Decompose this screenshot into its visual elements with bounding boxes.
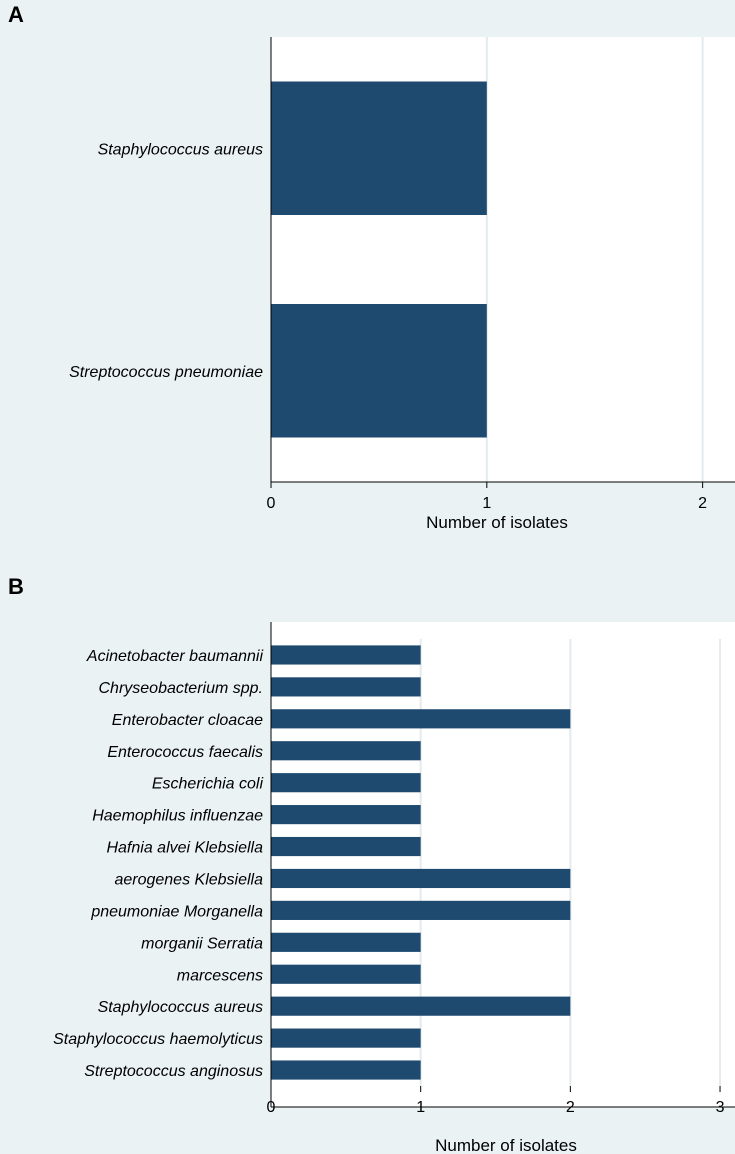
x-tick-label: 2 [698, 495, 707, 512]
bar [271, 304, 487, 438]
panel-a-bars [271, 81, 487, 438]
category-label: Haemophilus influenzae [92, 808, 263, 825]
bar [271, 932, 421, 952]
bar [271, 1028, 421, 1048]
panel-b-bars [271, 645, 571, 1080]
category-label: Streptococcus pneumoniae [69, 364, 263, 381]
panel-b-x-label: Number of isolates [435, 1136, 577, 1154]
bar [271, 709, 571, 729]
category-label: Chryseobacterium spp. [98, 680, 263, 697]
x-tick-label: 3 [716, 1099, 725, 1116]
category-label: aerogenes Klebsiella [114, 871, 263, 888]
category-label: morganii Serratia [141, 935, 263, 952]
panel-a-x-ticks: 0 1 2 [267, 482, 707, 512]
x-tick-label: 2 [566, 1099, 575, 1116]
panel-b-category-labels: Acinetobacter baumannii Chryseobacterium … [53, 648, 263, 1080]
x-tick-label: 0 [267, 1099, 276, 1116]
category-label: Hafnia alvei Klebsiella [106, 840, 263, 857]
bar [271, 964, 421, 984]
panel-a-category-labels: Staphylococcus aureus Streptococcus pneum… [69, 141, 263, 381]
bar [271, 741, 421, 761]
bar [271, 773, 421, 793]
bar [271, 996, 571, 1016]
bar [271, 81, 487, 215]
panel-a-letter: A [8, 2, 24, 27]
bar [271, 836, 421, 857]
panel-b-x-ticks: 0 1 2 3 [267, 1086, 725, 1116]
bar [271, 677, 421, 697]
category-label: Enterococcus faecalis [107, 744, 263, 761]
category-label: Enterobacter cloacae [112, 712, 263, 729]
category-label: Staphylococcus aureus [98, 999, 263, 1016]
panel-b-plot-area [271, 622, 735, 1107]
bar [271, 868, 571, 889]
x-tick-label: 1 [416, 1099, 425, 1116]
category-label: Escherichia coli [152, 776, 264, 793]
bar [271, 645, 421, 665]
category-label: Staphylococcus aureus [98, 141, 263, 158]
bar [271, 1060, 421, 1080]
panel-b-letter: B [8, 574, 24, 599]
panel-a-x-label: Number of isolates [426, 513, 568, 532]
x-tick-label: 0 [267, 495, 276, 512]
x-tick-label: 1 [482, 495, 491, 512]
category-label: Staphylococcus haemolyticus [53, 1031, 263, 1048]
category-label: Streptococcus anginosus [84, 1063, 263, 1080]
bar [271, 805, 421, 825]
category-label: marcescens [177, 967, 263, 984]
category-label: Acinetobacter baumannii [86, 648, 264, 665]
category-label: pneumoniae Morganella [90, 903, 263, 920]
bar [271, 900, 571, 920]
